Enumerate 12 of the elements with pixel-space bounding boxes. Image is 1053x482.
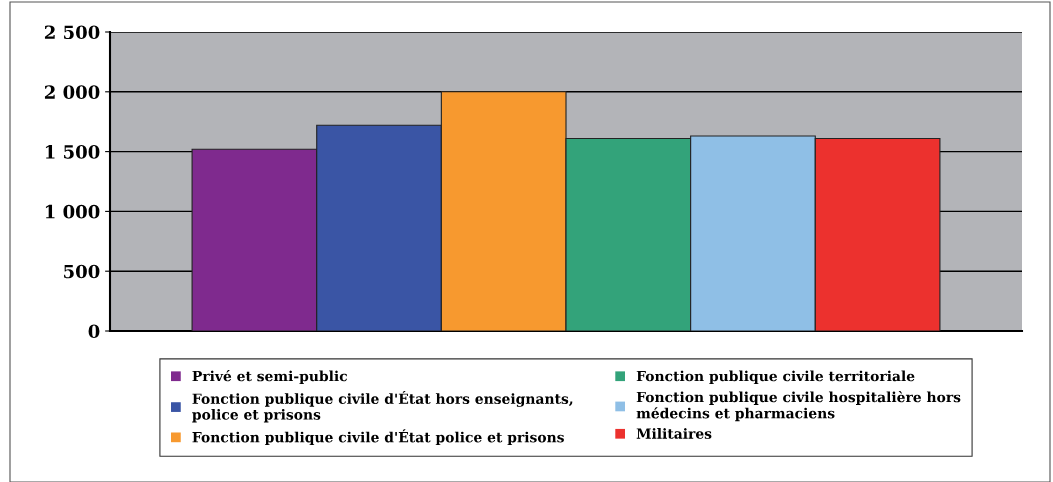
y-tick-label: 2 000 — [44, 85, 100, 99]
y-tick-label: 1 000 — [45, 204, 100, 219]
y-tick-label: 0 — [88, 324, 100, 339]
legend-label: Fonction publique civile d'État police et prisons — [192, 429, 564, 446]
legend-label: Fonction publique civile hospitalière hors médecins et pharmaciens — [636, 390, 961, 422]
legend-label: Privé et semi-public — [192, 369, 348, 384]
legend-label: Militaires — [636, 428, 712, 439]
y-tick-label: 2 500 — [44, 25, 100, 40]
legend-label: Fonction publique civile territoriale — [636, 370, 915, 384]
y-tick-label: 500 — [64, 264, 100, 279]
y-tick-label: 1 500 — [45, 145, 100, 159]
legend-label: Fonction publique civile d'État hors enseignants, police et prisons — [192, 390, 573, 423]
